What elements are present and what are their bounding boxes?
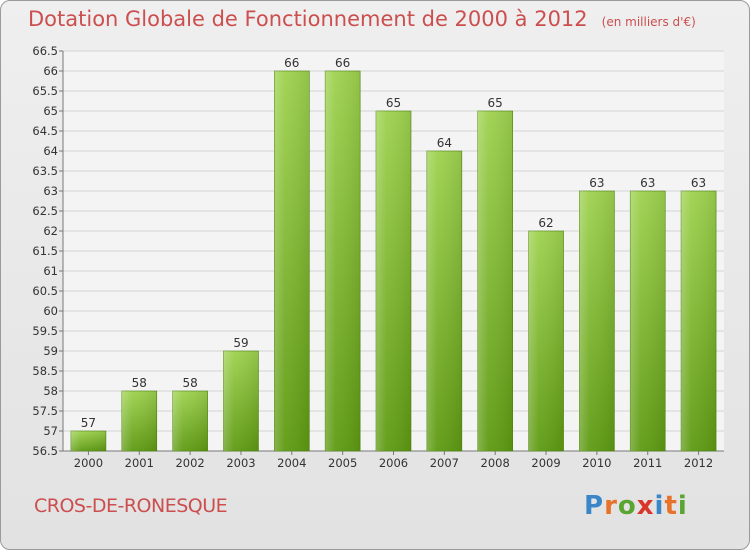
y-tick-label: 61.5 [32,244,58,258]
y-tick-label: 56.5 [32,444,58,458]
bar-shine [681,191,717,451]
proxiti-logo[interactable]: Proxiti [584,491,688,521]
y-tick-label: 66 [43,64,58,78]
y-tick-label: 65 [43,104,58,118]
data-label: 65 [386,96,401,110]
axes: 56.5 57 57.5 58 58.5 59 59.5 60 60.5 61 61.5 62 62.5… [32,44,724,458]
data-label: 62 [538,216,553,230]
x-tick-label: 2008 [481,456,510,470]
brand-letter: x [636,491,655,521]
y-tick-label: 63 [43,184,58,198]
brand-letter: o [617,491,637,521]
y-tick-label: 64 [43,144,58,158]
labels: 57 2000 58 2001 58 2002 59 2003 66 2004 66 2005 65 20… [74,56,713,470]
y-tick-label: 64.5 [32,124,58,138]
x-tick-label: 2007 [430,456,459,470]
data-label: 58 [132,376,147,390]
title-row: Dotation Globale de Fonctionnement de 20… [28,7,696,31]
x-tick-label: 2010 [582,456,611,470]
bar-shine [579,191,615,451]
x-tick-label: 2001 [125,456,154,470]
x-tick-label: 2000 [74,456,103,470]
x-tick-label: 2011 [633,456,662,470]
bar-shine [172,391,208,451]
brand-letter: P [584,491,605,521]
x-tick-label: 2004 [277,456,306,470]
data-label: 58 [182,376,197,390]
bar-shine [528,231,564,451]
y-tick-label: 61 [43,264,58,278]
bar-shine [70,431,106,451]
y-tick-label: 58.5 [32,364,58,378]
brand-letter: r [604,491,618,521]
data-label: 64 [437,136,452,150]
brand-letter: i [654,491,665,521]
bar-shine [274,71,310,451]
y-tick-label: 59 [43,344,58,358]
bars [70,70,717,452]
y-tick-label: 59.5 [32,324,58,338]
data-label: 63 [589,176,604,190]
bar-shine [325,71,361,451]
data-label: 57 [81,416,96,430]
x-tick-label: 2003 [226,456,255,470]
x-tick-label: 2002 [175,456,204,470]
x-tick-label: 2012 [684,456,713,470]
data-label: 65 [488,96,503,110]
brand-letter: t [664,491,678,521]
y-tick-label: 58 [43,384,58,398]
y-tick-label: 65.5 [32,84,58,98]
commune-name: CROS-DE-RONESQUE [34,495,228,517]
x-tick-label: 2005 [328,456,357,470]
y-tick-label: 63.5 [32,164,58,178]
data-label: 66 [284,56,299,70]
y-tick-label: 62.5 [32,204,58,218]
y-tick-label: 60.5 [32,284,58,298]
chart-title: Dotation Globale de Fonctionnement de 20… [28,7,588,31]
bar-shine [630,191,666,451]
x-tick-label: 2006 [379,456,408,470]
data-label: 63 [640,176,655,190]
data-label: 59 [233,336,248,350]
y-tick-label: 66.5 [32,44,58,58]
data-label: 63 [691,176,706,190]
y-tick-label: 57.5 [32,404,58,418]
y-tick-label: 60 [43,304,58,318]
x-tick-label: 2009 [531,456,560,470]
y-tick-label: 62 [43,224,58,238]
bar-shine [477,111,513,451]
bar-shine [121,391,157,451]
bar-shine [223,351,259,451]
chart-units: (en milliers d'€) [601,15,696,29]
brand-letter: i [677,491,688,521]
bar-shine [426,151,462,451]
bar-shine [376,111,411,451]
data-label: 66 [335,56,350,70]
y-tick-label: 57 [43,424,58,438]
